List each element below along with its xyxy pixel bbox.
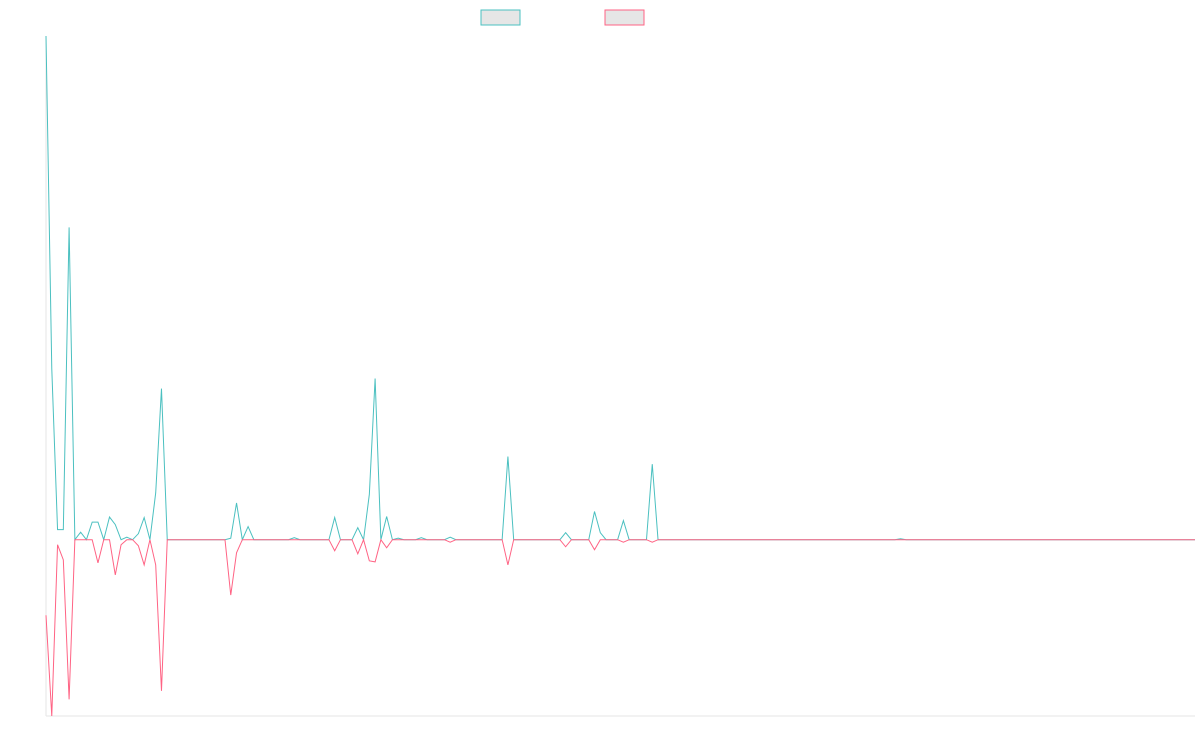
series-line xyxy=(45,538,1195,717)
legend-swatch xyxy=(480,9,521,26)
series-line xyxy=(45,35,1195,542)
legend-swatch xyxy=(604,9,645,26)
